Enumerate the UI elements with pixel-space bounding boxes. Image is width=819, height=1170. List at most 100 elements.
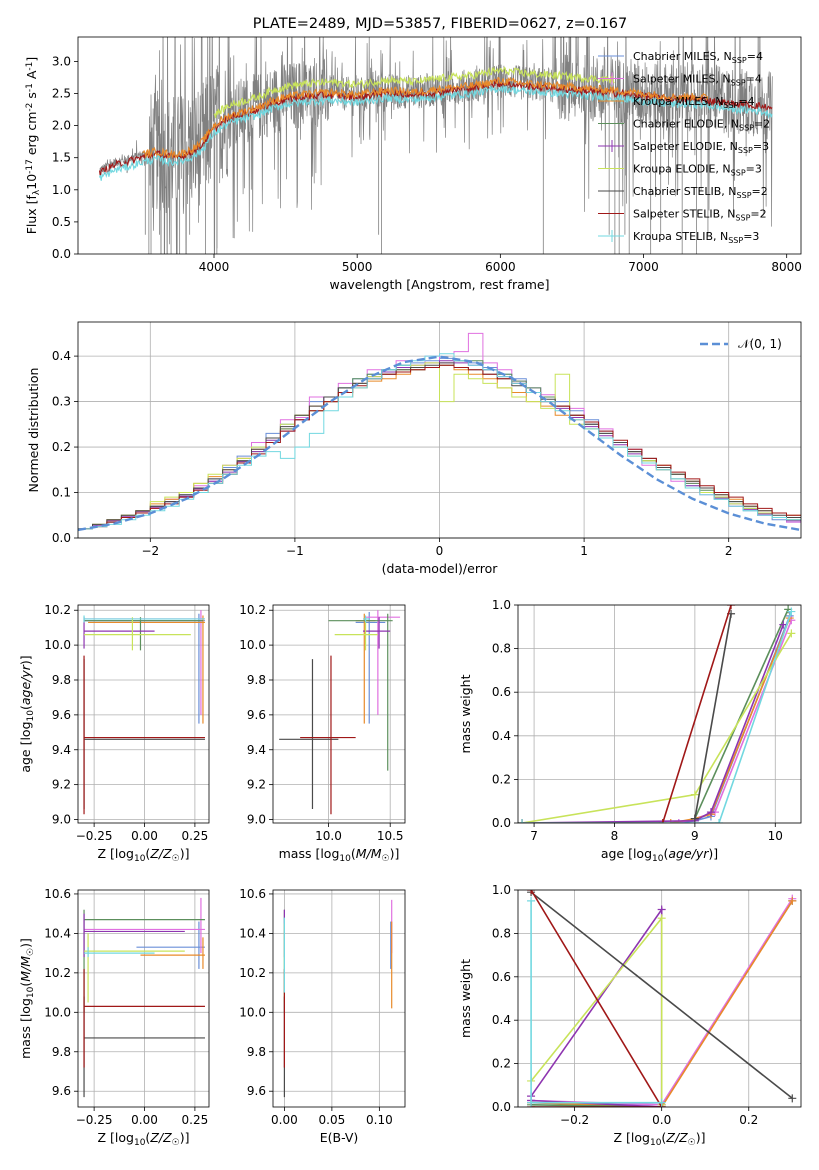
series-salpeter_stelib	[518, 605, 736, 823]
y-tick-label: 0.4	[52, 349, 71, 363]
y-tick-label: 0.1	[52, 486, 71, 500]
y-axis-label: mass [log10(M/M☉)]	[18, 938, 36, 1059]
x-tick-label: 8	[611, 829, 619, 843]
errorbar-chabrier_elodie	[328, 613, 393, 771]
axes: 0.00 0.05 0.10 9.6 9.8 10.0 10.2 10.4 10.6	[239, 887, 392, 1127]
point-marker	[787, 629, 796, 638]
y-axis-label: Normed distribution	[26, 368, 41, 493]
y-tick-label: 10.0	[239, 638, 266, 652]
legend-label: Salpeter STELIB, NSSP=2	[633, 208, 767, 223]
panel-mass-weight-vs-Z: −0.2 0.0 0.2 0.0 0.2 0.4 0.6 0.8 1.0 Z [log10(Z/Z…	[458, 883, 802, 1148]
x-tick-label: 8000	[771, 260, 802, 274]
errorbar-kroupa_miles	[88, 615, 205, 724]
y-tick-label: 9.8	[52, 1045, 71, 1059]
errorbar-kroupa_miles	[140, 937, 205, 969]
plot-area	[98, 37, 773, 254]
errorbar-kroupa_elodie	[84, 933, 185, 1003]
point-marker	[788, 1094, 797, 1103]
series-kroupa_elodie	[518, 629, 796, 823]
x-axis-label: wavelength [Angstrom, rest frame]	[329, 277, 549, 292]
y-tick-label: 9.6	[247, 1084, 266, 1098]
legend-marker	[606, 72, 618, 85]
y-tick-label: 9.8	[52, 673, 71, 687]
errorbar-kroupa_stelib	[84, 947, 155, 958]
x-tick-label: 0.05	[319, 1113, 346, 1127]
y-tick-label: 0.8	[492, 926, 511, 940]
histogram-salpeter_stelib	[78, 364, 801, 530]
x-tick-label: 0.00	[131, 1113, 158, 1127]
point-marker	[657, 905, 666, 914]
x-tick-label: 0.25	[182, 829, 209, 843]
y-tick-label: 2.0	[52, 119, 71, 133]
y-tick-label: 0.4	[492, 1013, 511, 1027]
y-tick-label: 10.0	[44, 1005, 71, 1019]
legend-label: Kroupa MILES, NSSP=4	[633, 95, 755, 110]
axes-frame	[272, 889, 406, 1108]
legend-label: Salpeter MILES, NSSP=4	[633, 73, 762, 88]
errorbar-kroupa_elodie	[84, 617, 191, 651]
axes: −2 −1 0 1 2 0.0 0.1 0.2 0.3 0.4	[52, 349, 733, 558]
y-tick-label: 10.2	[239, 966, 266, 980]
plot-area	[78, 332, 801, 532]
y-tick-label: 0.2	[492, 772, 511, 786]
plot-area	[279, 610, 401, 815]
plot-area	[527, 890, 797, 1107]
series-salpeter_stelib	[527, 890, 666, 1107]
axes: 10.0 10.5 9.0 9.2 9.4 9.6 9.8 10.0 10.2	[239, 603, 403, 843]
errorbar-chabrier_stelib	[279, 659, 339, 810]
x-tick-label: 10.5	[377, 829, 404, 843]
y-tick-label: 0.4	[492, 729, 511, 743]
legend-label: 𝒩(0, 1)	[738, 337, 782, 351]
errorbar-kroupa_elodie	[334, 617, 378, 651]
x-tick-label: 1	[580, 544, 588, 558]
plot-area	[83, 897, 205, 1098]
x-tick-label: 7	[530, 829, 538, 843]
legend-label: Kroupa ELODIE, NSSP=3	[633, 163, 762, 178]
y-axis-label: mass weight	[458, 959, 473, 1038]
x-tick-label: 0.10	[366, 1113, 393, 1127]
panel-mass-vs-ebv: 0.00 0.05 0.10 9.6 9.8 10.0 10.2 10.4 10.6 E(B-V)	[239, 887, 406, 1145]
chart-title: PLATE=2489, MJD=53857, FIBERID=0627, z=0…	[253, 16, 627, 32]
point-marker	[706, 808, 715, 817]
errorbar-salpeter_elodie	[363, 617, 391, 649]
y-tick-label: 9.8	[247, 673, 266, 687]
x-tick-label: −0.25	[76, 829, 113, 843]
x-tick-label: 6000	[485, 260, 516, 274]
y-tick-label: 10.4	[239, 926, 266, 940]
axes-frame	[272, 604, 406, 824]
x-axis-label: (data-model)/error	[382, 561, 499, 576]
x-tick-label: 7000	[628, 260, 659, 274]
model-kroupa_elodie	[213, 66, 615, 119]
model-kroupa_stelib	[98, 84, 773, 181]
x-axis-label: Z [log10(Z/Z☉)]	[614, 1130, 706, 1148]
point-marker	[527, 1098, 536, 1107]
x-axis-label: age [log10(age/yr)]	[601, 846, 718, 864]
y-tick-label: 9.0	[52, 813, 71, 827]
y-tick-label: 1.0	[52, 183, 71, 197]
point-marker	[779, 620, 788, 629]
y-tick-label: 10.6	[239, 887, 266, 901]
point-marker	[658, 819, 667, 823]
y-tick-label: 9.6	[52, 1084, 71, 1098]
y-tick-label: 0.0	[492, 1100, 511, 1114]
x-tick-label: 10	[768, 829, 783, 843]
x-tick-label: 0.00	[271, 1113, 298, 1127]
axes-frame	[77, 604, 210, 824]
grid	[78, 605, 209, 823]
legend-label: Kroupa STELIB, NSSP=3	[633, 230, 759, 245]
legend-label: Chabrier ELODIE, NSSP=2	[633, 118, 770, 133]
y-tick-label: 10.2	[44, 603, 71, 617]
y-tick-label: 9.2	[52, 778, 71, 792]
y-axis-label: age [log10(age/yr)]	[18, 655, 36, 772]
y-tick-label: 1.5	[52, 151, 71, 165]
x-tick-label: 9	[691, 829, 699, 843]
grid	[273, 890, 405, 1107]
axes: −0.25 0.00 0.25 9.6 9.8 10.0 10.2 10.4 10.6	[44, 887, 208, 1127]
y-tick-label: 0.2	[52, 440, 71, 454]
axes-frame	[517, 604, 802, 824]
y-tick-label: 1.0	[492, 883, 511, 897]
y-tick-label: 0.0	[492, 816, 511, 830]
y-tick-label: 0.2	[492, 1057, 511, 1071]
plot-area	[518, 605, 796, 823]
